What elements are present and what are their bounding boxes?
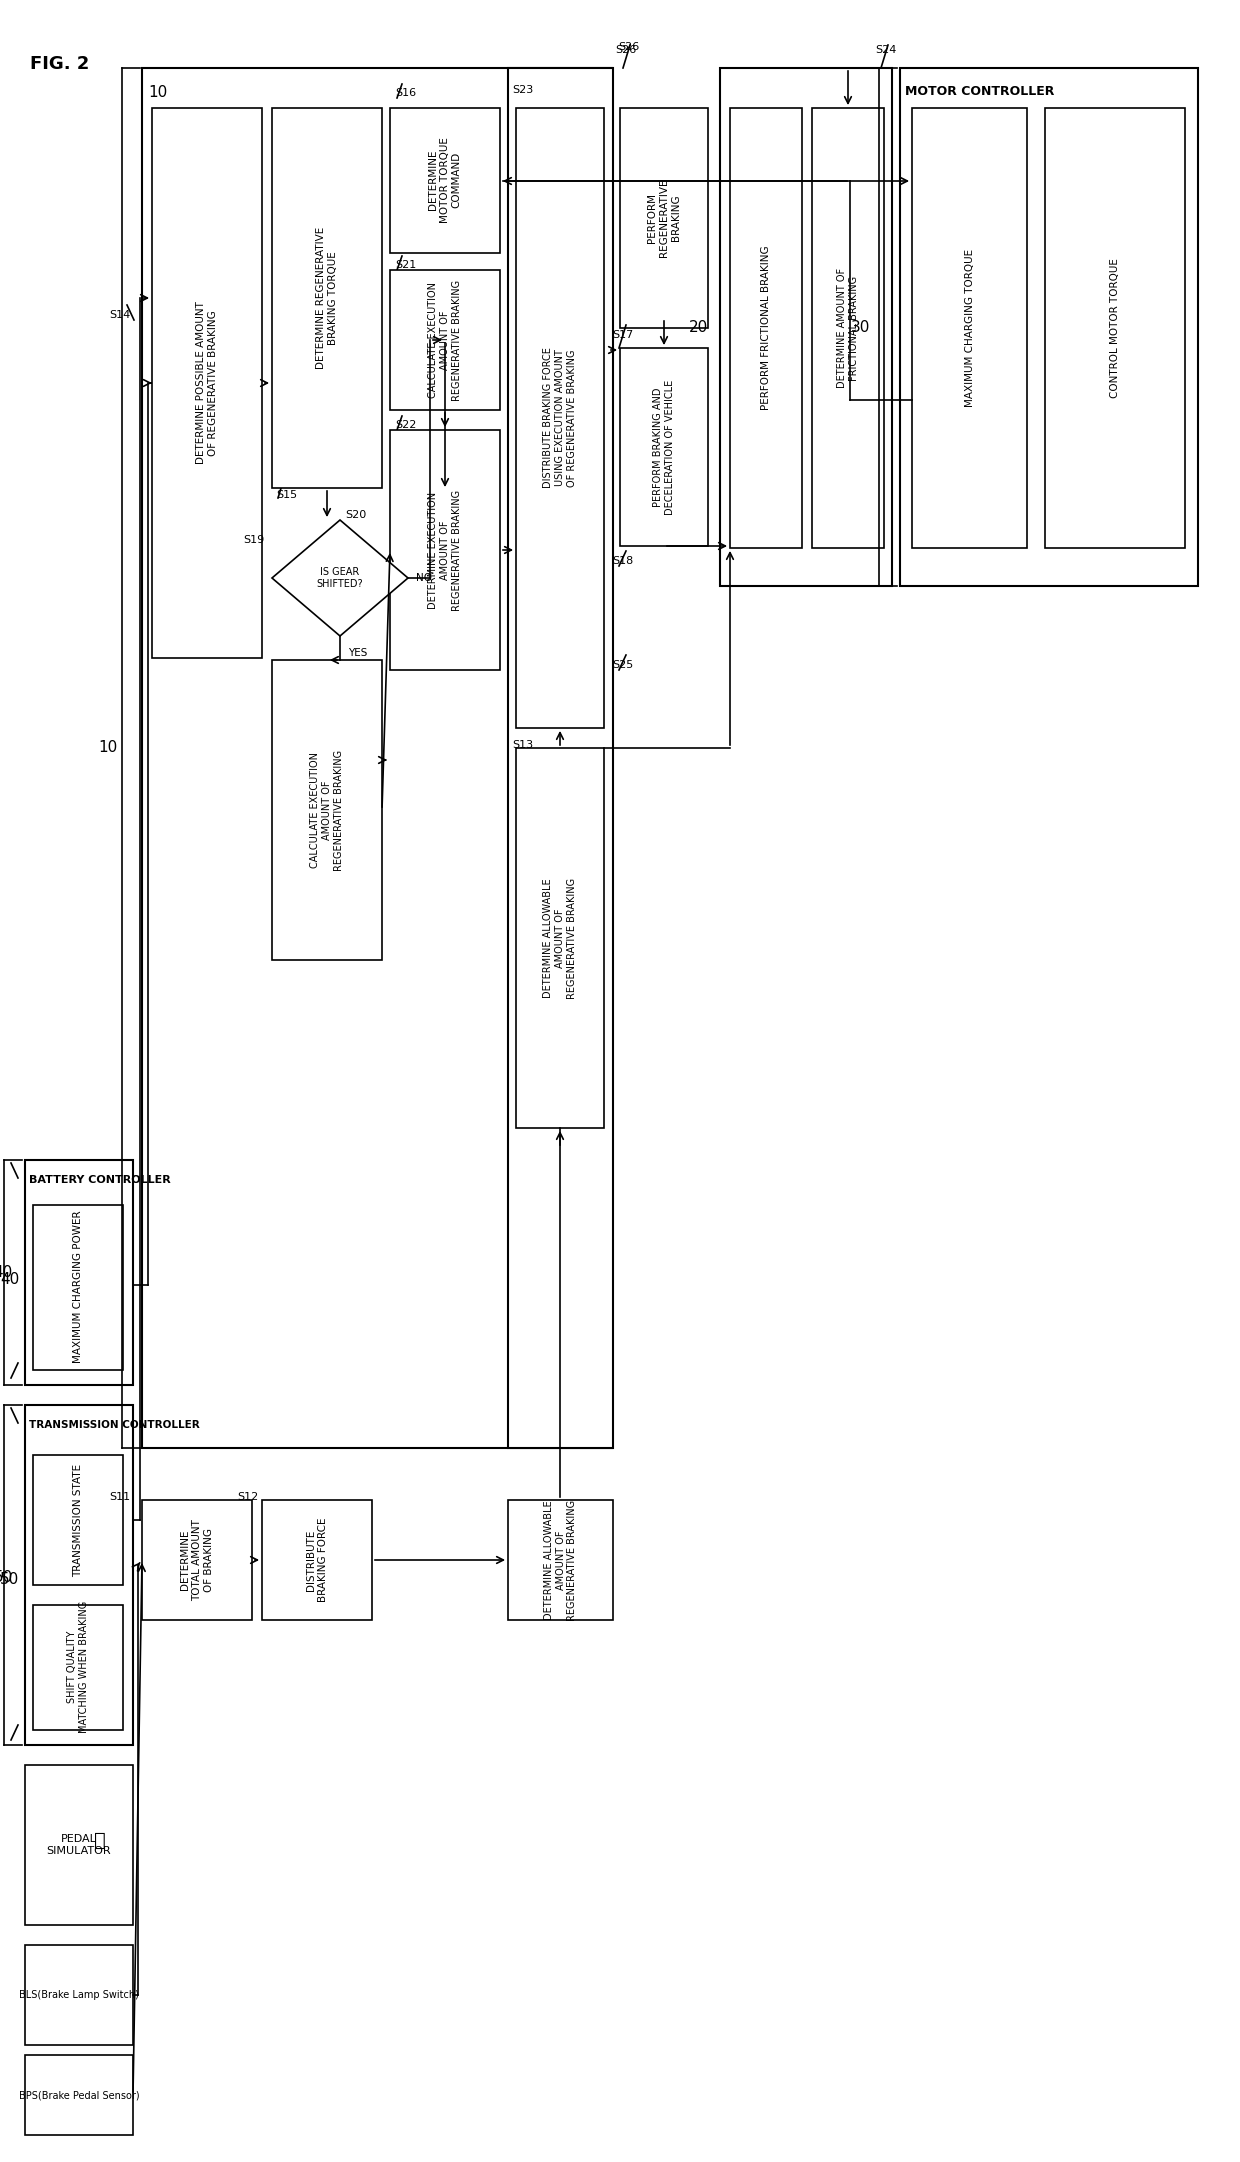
Text: S25: S25	[613, 659, 634, 670]
Text: DISTRIBUTE
BRAKING FORCE: DISTRIBUTE BRAKING FORCE	[306, 1518, 327, 1602]
Bar	[911, 108, 1027, 547]
Bar	[25, 1161, 133, 1386]
Text: 10: 10	[99, 739, 118, 755]
Text: PEDAL
SIMULATOR: PEDAL SIMULATOR	[47, 1833, 112, 1855]
Bar	[25, 1764, 133, 1924]
Bar	[620, 108, 708, 329]
Bar	[262, 1500, 372, 1619]
Text: YES: YES	[348, 649, 367, 657]
Bar	[33, 1604, 123, 1730]
Text: IS GEAR
SHIFTED?: IS GEAR SHIFTED?	[316, 566, 363, 588]
Text: MAXIMUM CHARGING POWER: MAXIMUM CHARGING POWER	[73, 1211, 83, 1364]
Text: PERFORM BRAKING AND
DECELERATION OF VEHICLE: PERFORM BRAKING AND DECELERATION OF VEHI…	[653, 378, 675, 515]
Text: S15: S15	[277, 491, 298, 499]
Bar	[33, 1204, 123, 1371]
Bar	[25, 1405, 133, 1745]
Bar	[1045, 108, 1185, 547]
Text: DETERMINE ALLOWABLE
AMOUNT OF
REGENERATIVE BRAKING: DETERMINE ALLOWABLE AMOUNT OF REGENERATI…	[544, 1500, 577, 1622]
Bar	[33, 1455, 123, 1585]
Text: PERFORM FRICTIONAL BRAKING: PERFORM FRICTIONAL BRAKING	[761, 246, 771, 411]
Text: 20: 20	[688, 320, 708, 335]
Text: S26: S26	[615, 45, 636, 54]
Text: CONTROL MOTOR TORQUE: CONTROL MOTOR TORQUE	[1110, 257, 1120, 398]
Text: S20: S20	[345, 510, 366, 521]
Text: DETERMINE POSSIBLE AMOUNT
OF REGENERATIVE BRAKING: DETERMINE POSSIBLE AMOUNT OF REGENERATIV…	[196, 301, 218, 465]
Bar	[25, 1946, 133, 2045]
Text: S14: S14	[109, 309, 130, 320]
Bar	[272, 108, 382, 489]
Bar	[143, 1500, 252, 1619]
Text: CALCULATE EXECUTION
AMOUNT OF
REGENERATIVE BRAKING: CALCULATE EXECUTION AMOUNT OF REGENERATI…	[428, 279, 461, 400]
Text: FIG. 2: FIG. 2	[30, 54, 89, 74]
Text: PERFORM
REGENERATIVE
BRAKING: PERFORM REGENERATIVE BRAKING	[647, 179, 681, 257]
Text: ✋: ✋	[94, 1831, 105, 1849]
Text: S22: S22	[396, 419, 417, 430]
Bar	[143, 67, 613, 1449]
Text: S26: S26	[618, 41, 640, 52]
Bar	[900, 67, 1198, 586]
Bar	[272, 659, 382, 960]
Text: S24: S24	[875, 45, 897, 54]
Text: 50: 50	[0, 1570, 12, 1585]
Text: BPS(Brake Pedal Sensor): BPS(Brake Pedal Sensor)	[19, 2091, 139, 2099]
Text: DETERMINE
MOTOR TORQUE
COMMAND: DETERMINE MOTOR TORQUE COMMAND	[428, 136, 461, 223]
Text: S11: S11	[109, 1492, 130, 1503]
Text: BLS(Brake Lamp Switch): BLS(Brake Lamp Switch)	[19, 1989, 139, 2000]
Text: DETERMINE
TOTAL AMOUNT
OF BRAKING: DETERMINE TOTAL AMOUNT OF BRAKING	[180, 1520, 213, 1600]
Bar	[516, 748, 604, 1129]
Bar	[508, 1500, 613, 1619]
Text: 40: 40	[0, 1265, 12, 1280]
Text: MOTOR CONTROLLER: MOTOR CONTROLLER	[905, 84, 1054, 97]
Bar	[508, 67, 613, 1449]
Text: S21: S21	[396, 259, 417, 270]
Text: TRANSMISSION CONTROLLER: TRANSMISSION CONTROLLER	[29, 1420, 200, 1429]
Text: DETERMINE EXECUTION
AMOUNT OF
REGENERATIVE BRAKING: DETERMINE EXECUTION AMOUNT OF REGENERATI…	[428, 489, 461, 610]
Text: BATTERY CONTROLLER: BATTERY CONTROLLER	[29, 1174, 171, 1185]
Bar	[391, 430, 500, 670]
Bar	[730, 108, 802, 547]
Text: S18: S18	[613, 556, 634, 566]
Polygon shape	[272, 521, 408, 636]
Bar	[391, 108, 500, 253]
Text: 50: 50	[0, 1572, 20, 1587]
Bar	[516, 108, 604, 729]
Text: SHIFT QUALITY
MATCHING WHEN BRAKING: SHIFT QUALITY MATCHING WHEN BRAKING	[67, 1600, 89, 1734]
Text: DISTRIBUTE BRAKING FORCE
USING EXECUTION AMOUNT
OF REGENERATIVE BRAKING: DISTRIBUTE BRAKING FORCE USING EXECUTION…	[543, 348, 577, 489]
Text: 40: 40	[0, 1271, 20, 1286]
Bar	[25, 2056, 133, 2136]
Text: S16: S16	[396, 89, 417, 97]
Text: S23: S23	[512, 84, 533, 95]
Text: S12: S12	[237, 1492, 258, 1503]
Text: TRANSMISSION STATE: TRANSMISSION STATE	[73, 1464, 83, 1576]
Text: DETERMINE REGENERATIVE
BRAKING TORQUE: DETERMINE REGENERATIVE BRAKING TORQUE	[316, 227, 337, 370]
Text: S19: S19	[244, 534, 265, 545]
Bar	[391, 270, 500, 411]
Bar	[153, 108, 262, 657]
Text: 30: 30	[851, 320, 870, 335]
Text: NO: NO	[415, 573, 432, 584]
Text: DETERMINE AMOUNT OF
FRICTIONAL BRAKING: DETERMINE AMOUNT OF FRICTIONAL BRAKING	[837, 268, 859, 387]
Bar	[720, 67, 892, 586]
Text: MAXIMUM CHARGING TORQUE: MAXIMUM CHARGING TORQUE	[965, 249, 975, 406]
Text: DETERMINE ALLOWABLE
AMOUNT OF
REGENERATIVE BRAKING: DETERMINE ALLOWABLE AMOUNT OF REGENERATI…	[543, 878, 577, 999]
Text: S17: S17	[613, 331, 634, 339]
Text: S13: S13	[512, 739, 533, 750]
Text: 10: 10	[148, 84, 167, 99]
Bar	[620, 348, 708, 547]
Text: CALCULATE EXECUTION
AMOUNT OF
REGENERATIVE BRAKING: CALCULATE EXECUTION AMOUNT OF REGENERATI…	[310, 750, 343, 871]
Bar	[812, 108, 884, 547]
